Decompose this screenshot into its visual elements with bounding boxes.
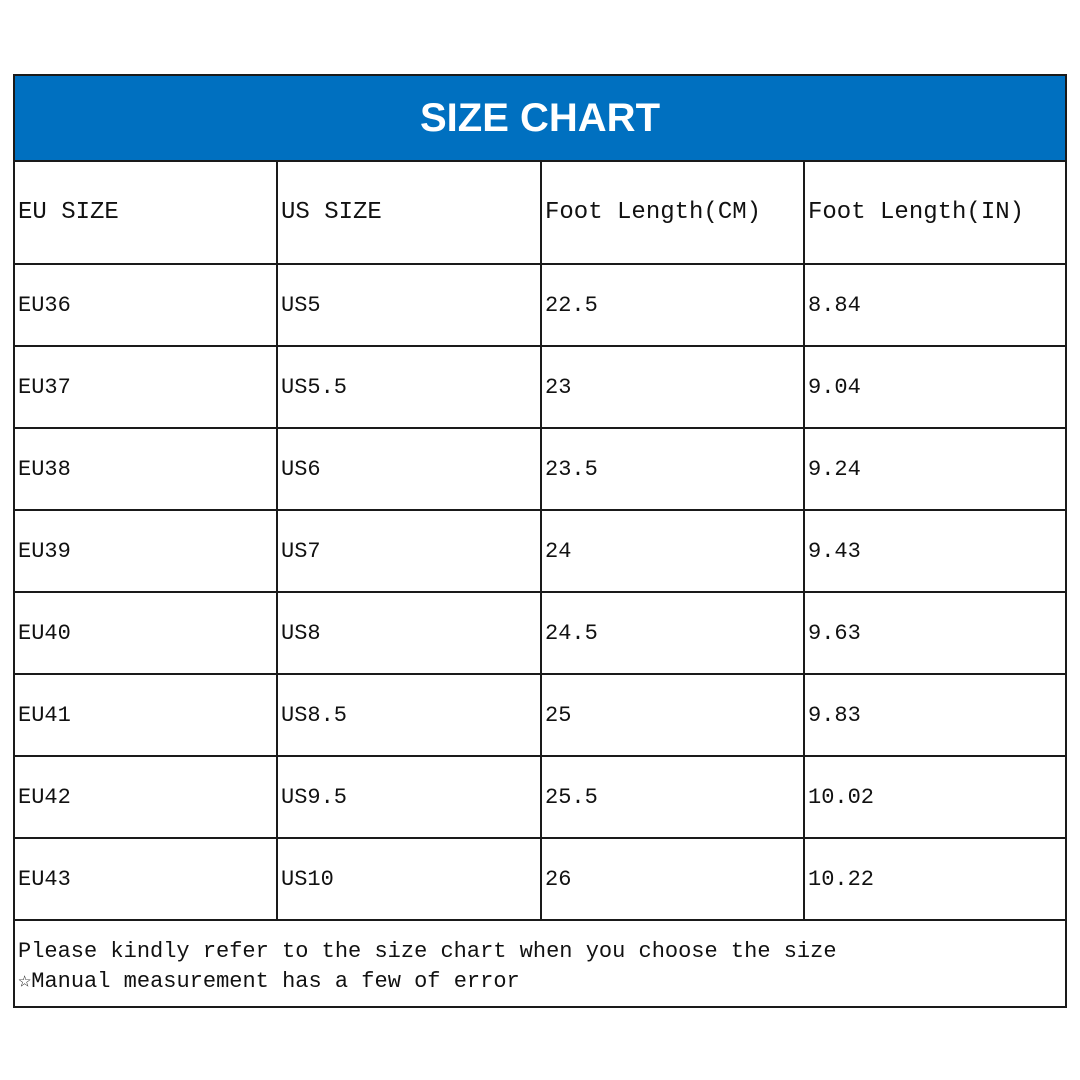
table-row: EU38 US6 23.5 9.24 [15, 429, 1065, 511]
column-header-eu-size: EU SIZE [15, 162, 278, 263]
cell-foot-length-in: 9.63 [808, 620, 861, 646]
cell-eu-size: EU38 [15, 429, 278, 509]
cell-foot-length-cm: 25 [542, 675, 805, 755]
table-row: EU39 US7 24 9.43 [15, 511, 1065, 593]
cell-us-size: US9.5 [278, 757, 542, 837]
cell-us-size: US10 [278, 839, 542, 919]
cell-foot-length-cm: 23.5 [542, 429, 805, 509]
cell-foot-length-in: 8.84 [808, 292, 861, 318]
table-row: EU42 US9.5 25.5 10.02 [15, 757, 1065, 839]
cell-eu-size: EU39 [15, 511, 278, 591]
table-row: EU36 US5 22.5 8.84 [15, 265, 1065, 347]
cell-us-size: US5 [278, 265, 542, 345]
cell-foot-length-cm: 23 [542, 347, 805, 427]
note-measurement-error: ☆Manual measurement has a few of error [18, 969, 520, 994]
cell-foot-length-in: 9.04 [808, 374, 861, 400]
cell-foot-length-cm: 22.5 [542, 265, 805, 345]
footer-notes: Please kindly refer to the size chart wh… [15, 921, 1065, 1006]
cell-foot-length-in: 9.43 [808, 538, 861, 564]
cell-foot-length-cm: 24 [542, 511, 805, 591]
cell-us-size: US8.5 [278, 675, 542, 755]
header-row: EU SIZE US SIZE Foot Length(CM) Foot Len… [15, 162, 1065, 265]
cell-foot-length-cm: 25.5 [542, 757, 805, 837]
cell-us-size: US6 [278, 429, 542, 509]
table-title: SIZE CHART [15, 76, 1065, 162]
cell-us-size: US8 [278, 593, 542, 673]
cell-foot-length-in: 10.22 [808, 866, 875, 892]
cell-eu-size: EU36 [15, 265, 278, 345]
table-row: EU43 US10 26 10.22 [15, 839, 1065, 921]
cell-eu-size: EU40 [15, 593, 278, 673]
column-header-foot-length-cm: Foot Length(CM) [542, 162, 805, 263]
table-row: EU41 US8.5 25 9.83 [15, 675, 1065, 757]
cell-us-size: US7 [278, 511, 542, 591]
size-chart-table: SIZE CHART EU SIZE US SIZE Foot Length(C… [13, 74, 1067, 1008]
cell-foot-length-in: 9.24 [808, 456, 861, 482]
column-header-us-size: US SIZE [278, 162, 542, 263]
column-header-foot-length-in: Foot Length(IN) [808, 199, 1025, 226]
cell-foot-length-in: 9.83 [808, 702, 861, 728]
table-row: EU40 US8 24.5 9.63 [15, 593, 1065, 675]
cell-eu-size: EU43 [15, 839, 278, 919]
cell-eu-size: EU42 [15, 757, 278, 837]
note-refer: Please kindly refer to the size chart wh… [18, 939, 837, 964]
table-row: EU37 US5.5 23 9.04 [15, 347, 1065, 429]
cell-us-size: US5.5 [278, 347, 542, 427]
cell-foot-length-cm: 26 [542, 839, 805, 919]
cell-foot-length-in: 10.02 [808, 784, 875, 810]
cell-eu-size: EU41 [15, 675, 278, 755]
cell-eu-size: EU37 [15, 347, 278, 427]
cell-foot-length-cm: 24.5 [542, 593, 805, 673]
